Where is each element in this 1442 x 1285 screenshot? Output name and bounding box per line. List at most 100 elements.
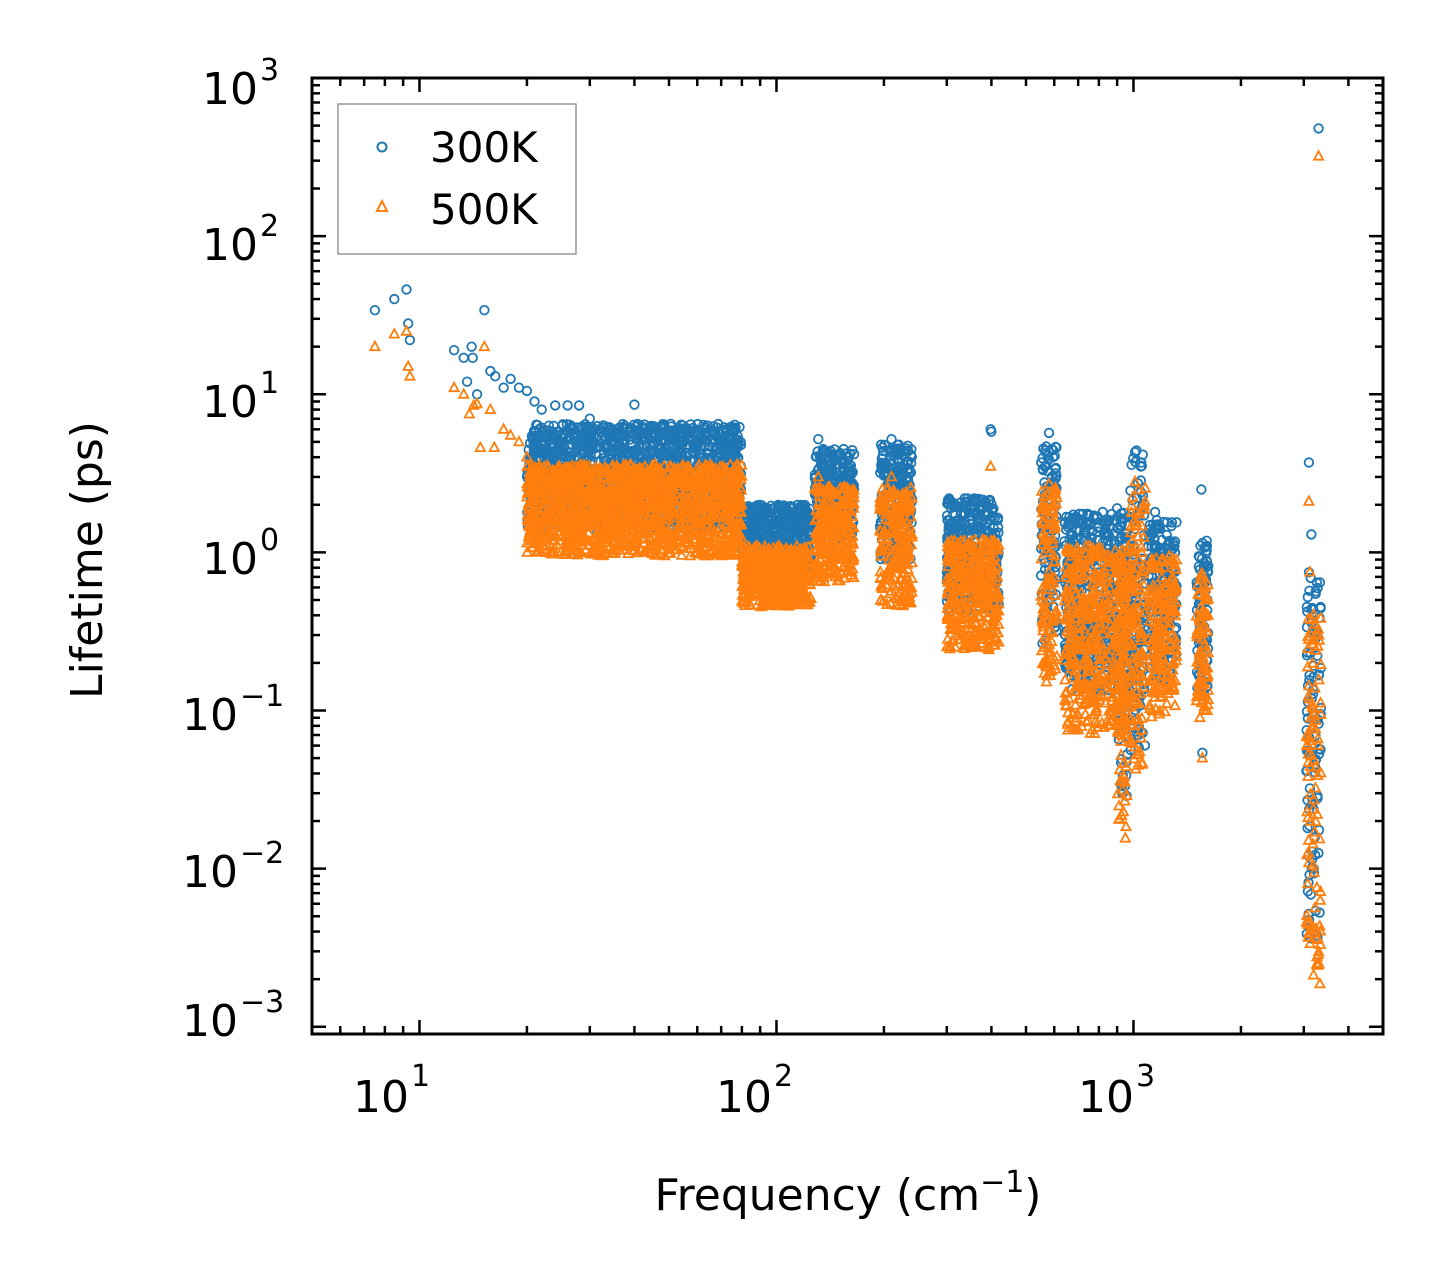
data-point-300k — [886, 434, 897, 445]
data-point-300k — [584, 413, 596, 424]
data-point-300k — [1114, 520, 1126, 532]
data-point-300k — [1196, 484, 1207, 495]
data-point-300k — [1102, 528, 1114, 540]
data-point-300k — [1312, 650, 1323, 661]
data-point-300k — [987, 505, 998, 517]
data-point-300k — [586, 432, 597, 443]
data-point-300k — [461, 376, 473, 387]
data-point-300k — [634, 442, 645, 453]
data-point-300k — [657, 436, 669, 448]
data-point-300k — [536, 404, 547, 415]
data-point-300k — [617, 443, 628, 455]
data-point-300k — [624, 431, 636, 442]
data-point-300k — [1304, 585, 1315, 597]
data-point-300k — [877, 450, 889, 461]
data-point-300k — [585, 449, 596, 461]
data-point-300k — [810, 451, 822, 462]
data-point-300k — [593, 441, 604, 453]
data-point-300k — [790, 518, 801, 530]
data-point-300k — [893, 439, 904, 450]
data-point-300k — [1082, 517, 1093, 529]
data-point-300k — [562, 400, 573, 411]
data-point-300k — [905, 467, 917, 478]
data-point-300k — [699, 441, 710, 452]
data-point-300k — [817, 443, 829, 455]
data-point-300k — [498, 382, 509, 393]
data-point-300k — [1043, 427, 1055, 439]
data-point-300k — [467, 352, 478, 364]
data-point-300k — [683, 425, 694, 436]
data-point-300k — [1040, 441, 1052, 452]
data-point-300k — [1313, 847, 1324, 859]
data-point-300k — [1051, 470, 1062, 481]
data-point-300k — [647, 420, 658, 432]
data-point-300k — [561, 419, 573, 430]
data-point-300k — [1050, 561, 1061, 573]
data-point-300k — [970, 506, 982, 518]
data-point-300k — [989, 512, 1001, 523]
data-point-300k — [1301, 650, 1313, 661]
data-point-300k — [1197, 747, 1208, 759]
data-point-300k — [758, 511, 770, 522]
data-point-300k — [1100, 523, 1111, 534]
data-point-300k — [1074, 508, 1085, 520]
data-point-300k — [1135, 461, 1147, 472]
data-point-300k — [906, 444, 917, 455]
data-point-300k — [777, 505, 789, 516]
data-point-300k — [704, 441, 715, 452]
data-point-300k — [778, 500, 790, 511]
data-point-300k — [767, 518, 778, 529]
data-point-300k — [693, 425, 704, 436]
data-point-300k — [1111, 503, 1123, 514]
scatter-layer — [368, 123, 1328, 989]
data-point-300k — [1131, 445, 1142, 456]
data-point-300k — [571, 442, 583, 453]
data-point-300k — [389, 293, 400, 305]
data-point-300k — [1070, 516, 1081, 528]
data-point-300k — [1302, 822, 1313, 834]
data-point-300k — [712, 448, 723, 459]
data-point-300k — [593, 431, 604, 442]
data-point-300k — [641, 440, 652, 452]
data-point-300k — [784, 512, 796, 523]
data-point-300k — [951, 518, 963, 530]
data-point-300k — [1150, 520, 1162, 531]
data-point-300k — [479, 305, 490, 316]
data-point-300k — [560, 452, 572, 463]
data-point-300k — [949, 500, 960, 511]
data-point-300k — [541, 449, 552, 461]
data-point-300k — [543, 432, 554, 443]
data-point-300k — [1313, 670, 1325, 681]
data-point-300k — [893, 444, 905, 455]
data-point-300k — [792, 528, 803, 539]
data-point-300k — [1306, 529, 1317, 540]
data-point-300k — [826, 464, 837, 475]
data-point-300k — [1114, 536, 1125, 547]
data-point-300k — [1051, 442, 1062, 453]
data-point-300k — [898, 469, 910, 480]
data-point-300k — [796, 502, 808, 514]
data-point-300k — [1199, 542, 1210, 553]
data-point-300k — [821, 464, 832, 475]
data-point-300k — [404, 334, 416, 346]
data-point-300k — [1313, 123, 1324, 134]
data-point-300k — [716, 448, 727, 460]
data-point-300k — [1042, 466, 1054, 477]
data-point-300k — [943, 493, 955, 504]
data-point-300k — [984, 494, 996, 506]
data-point-300k — [580, 438, 591, 449]
data-point-300k — [556, 443, 567, 454]
data-point-300k — [521, 385, 533, 397]
data-point-300k — [875, 439, 887, 450]
data-point-300k — [1059, 536, 1070, 547]
data-point-300k — [839, 457, 851, 469]
data-point-300k — [1097, 506, 1108, 518]
data-point-300k — [1035, 457, 1047, 468]
data-point-300k — [529, 427, 541, 438]
data-point-300k — [678, 436, 690, 448]
data-point-300k — [971, 493, 982, 505]
data-point-300k — [894, 470, 905, 482]
data-point-300k — [778, 522, 790, 533]
data-point-300k — [550, 400, 561, 411]
